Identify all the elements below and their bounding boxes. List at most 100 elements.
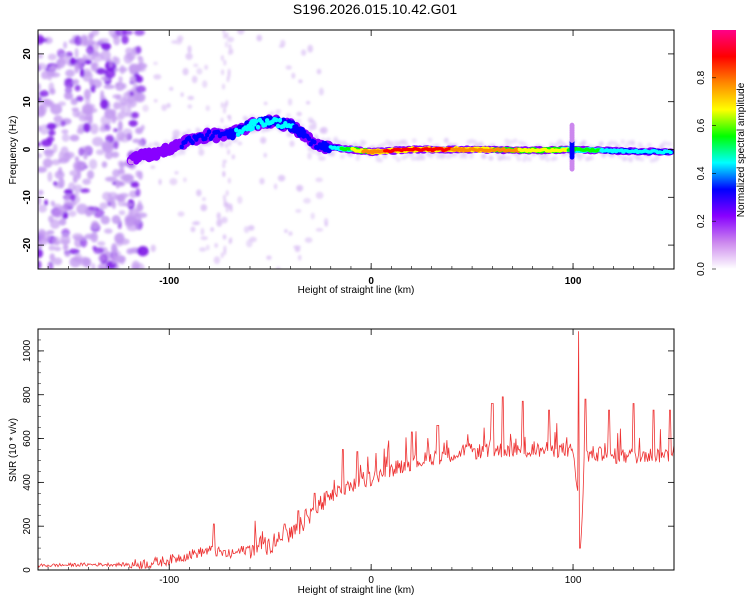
noise-blob <box>223 102 227 109</box>
colorbar-tick-label: 0.4 <box>696 166 707 180</box>
noise-blob <box>74 253 83 263</box>
noise-blob <box>113 128 119 133</box>
ridge-blob <box>172 144 177 150</box>
ridge-halo <box>288 132 294 138</box>
colorbar-label: Normalized spectral amplitude <box>736 82 747 217</box>
noise-blob <box>115 232 125 244</box>
noise-blob <box>51 63 57 70</box>
noise-blob <box>226 36 235 43</box>
noise-blob <box>237 141 243 146</box>
noise-blob <box>80 34 88 43</box>
ridge-blob <box>312 139 317 145</box>
y-tick-label: -20 <box>22 237 33 252</box>
noise-blob <box>222 194 226 201</box>
noise-blob <box>93 247 105 255</box>
ridge-halo <box>488 155 494 161</box>
noise-blob <box>74 190 80 196</box>
noise-blob <box>63 196 70 208</box>
ridge-halo <box>482 154 488 160</box>
ridge-halo <box>427 137 433 143</box>
noise-blob <box>225 201 229 208</box>
noise-blob <box>307 44 314 53</box>
noise-blob <box>172 129 181 138</box>
ridge-blob <box>248 121 254 126</box>
noise-blob <box>221 69 225 76</box>
noise-blob <box>223 33 227 40</box>
noise-blob <box>205 105 211 112</box>
noise-blob <box>124 214 135 226</box>
noise-blob <box>126 106 132 117</box>
noise-blob <box>38 166 47 173</box>
x-tick-label: 100 <box>565 276 582 287</box>
noise-blob <box>201 197 206 202</box>
y-tick-label: 0 <box>22 146 33 152</box>
noise-blob <box>294 247 301 253</box>
noise-blob <box>111 247 118 253</box>
colorbar-tick-label: 0.6 <box>696 118 707 132</box>
y-tick-label: -10 <box>22 190 33 205</box>
ridge-halo <box>512 138 518 144</box>
noise-blob <box>97 254 107 263</box>
noise-blob <box>223 249 227 256</box>
noise-blob <box>135 127 143 135</box>
noise-blob <box>303 197 311 204</box>
ridge-blob <box>263 122 268 128</box>
noise-blob <box>114 255 126 263</box>
noise-blob <box>131 263 139 269</box>
ridge-halo <box>148 142 154 148</box>
noise-blob <box>308 123 317 131</box>
ridge-halo <box>339 154 345 160</box>
ridge-blob <box>206 129 212 135</box>
noise-blob <box>288 231 293 236</box>
noise-blob <box>119 161 125 172</box>
noise-blob <box>79 188 90 193</box>
noise-blob <box>76 128 85 135</box>
noise-blob <box>228 115 232 122</box>
noise-blob <box>309 120 316 124</box>
ridge-blob <box>306 136 312 142</box>
noise-blob <box>92 136 104 147</box>
noise-blob <box>39 237 48 246</box>
ridge-blob <box>668 150 673 155</box>
noise-blob <box>187 104 193 109</box>
ridge-halo <box>622 156 628 162</box>
noise-blob <box>98 38 110 43</box>
ridge-blob <box>274 117 279 123</box>
ridge-halo <box>637 141 643 147</box>
noise-blob <box>72 109 80 118</box>
noise-blob <box>87 206 100 211</box>
noise-blob <box>113 101 121 110</box>
noise-blob <box>228 49 232 56</box>
noise-blob <box>134 30 145 36</box>
noise-blob <box>225 189 229 196</box>
noise-blob <box>83 88 91 100</box>
noise-blob <box>307 152 312 160</box>
noise-blob <box>59 120 66 127</box>
noise-blob <box>51 208 64 219</box>
noise-blob <box>47 129 56 136</box>
noise-blob <box>56 59 62 71</box>
noise-blob <box>225 142 229 149</box>
noise-blob <box>158 178 162 186</box>
noise-blob <box>180 92 184 97</box>
noise-blob <box>273 183 278 190</box>
noise-blob <box>116 194 124 202</box>
noise-blob <box>75 95 84 102</box>
noise-blob <box>100 99 109 110</box>
noise-blob <box>85 110 93 122</box>
noise-blob <box>54 246 62 252</box>
ridge-halo <box>197 143 203 149</box>
noise-blob <box>46 136 55 143</box>
y-tick-label: 400 <box>22 474 33 491</box>
ridge-blob <box>179 144 184 150</box>
noise-blob <box>115 81 125 91</box>
noise-blob <box>73 235 86 241</box>
noise-blob <box>291 72 296 79</box>
ridge-halo <box>521 141 527 147</box>
noise-blob <box>263 101 268 105</box>
noise-blob <box>131 111 140 119</box>
noise-blob <box>324 222 328 227</box>
noise-blob <box>296 111 302 117</box>
noise-blob <box>52 143 58 153</box>
